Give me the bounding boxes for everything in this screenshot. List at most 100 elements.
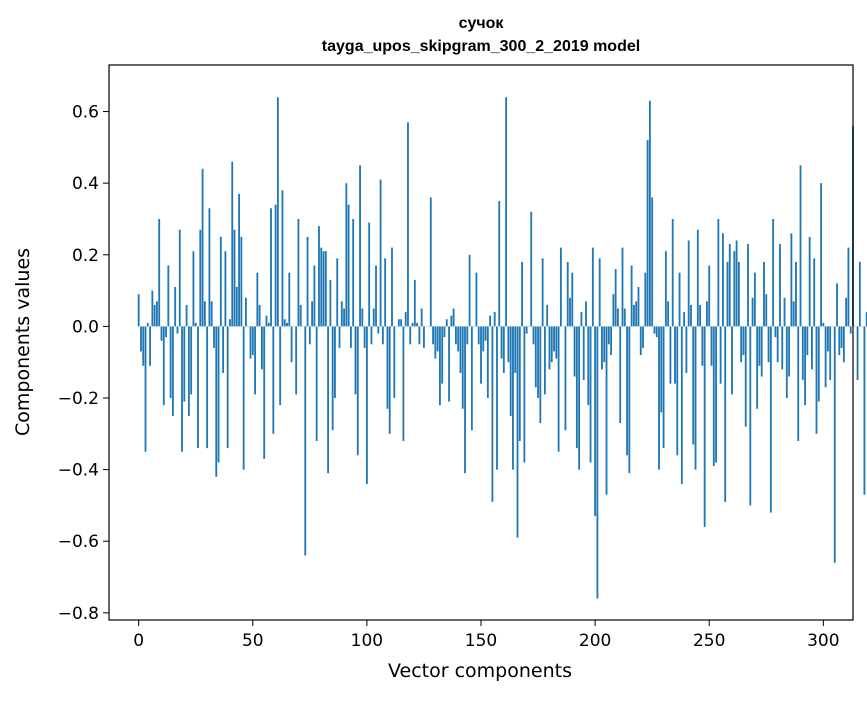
bar-285	[788, 326, 790, 376]
bar-47	[245, 298, 247, 327]
bar-93	[350, 326, 352, 347]
bar-234	[672, 219, 674, 326]
bar-4	[147, 323, 149, 327]
bar-89	[341, 301, 343, 326]
bar-275	[765, 294, 767, 326]
bar-268	[749, 326, 751, 505]
bar-29	[204, 301, 206, 326]
bar-291	[802, 326, 804, 380]
bar-101	[368, 223, 370, 327]
x-tick-label: 150	[465, 631, 497, 651]
x-tick-label: 250	[693, 631, 725, 651]
bar-284	[786, 326, 788, 398]
bar-290	[800, 165, 802, 326]
bar-11	[163, 326, 165, 405]
chart-subtitle: tayga_upos_skipgram_300_2_2019 model	[322, 38, 640, 55]
bar-185	[560, 248, 562, 327]
bar-303	[829, 326, 831, 380]
bar-240	[685, 326, 687, 373]
bar-110	[389, 326, 391, 433]
bar-96	[357, 326, 359, 455]
bar-204	[603, 326, 605, 362]
bar-121	[414, 280, 416, 327]
bar-146	[471, 326, 473, 430]
bar-223	[647, 140, 649, 326]
bar-207	[610, 326, 612, 355]
y-tick-label: −0.8	[58, 604, 99, 624]
bar-253	[715, 326, 717, 462]
bar-287	[793, 301, 795, 326]
bar-90	[343, 308, 345, 326]
bar-49	[250, 326, 252, 358]
bar-63	[282, 190, 284, 326]
bar-212	[622, 248, 624, 327]
y-tick-label: 0.6	[72, 103, 99, 123]
bar-94	[352, 219, 354, 326]
bar-235	[674, 326, 676, 383]
bar-191	[574, 326, 576, 376]
bar-124	[421, 308, 423, 326]
bar-187	[565, 326, 567, 430]
bar-41	[231, 162, 233, 327]
bar-134	[444, 326, 446, 337]
bar-102	[371, 326, 373, 344]
bar-21	[186, 305, 188, 326]
bar-120	[412, 323, 414, 327]
bar-263	[738, 262, 740, 326]
y-axis-label: Components values	[12, 248, 34, 436]
bar-0	[138, 294, 140, 326]
bar-315	[857, 326, 859, 380]
bar-193	[578, 326, 580, 469]
bar-269	[752, 298, 754, 327]
bar-170	[526, 326, 528, 333]
bar-100	[366, 326, 368, 484]
bar-40	[229, 319, 231, 326]
bar-45	[240, 237, 242, 327]
bar-267	[747, 244, 749, 326]
bar-160	[503, 326, 505, 373]
bar-165	[514, 326, 516, 373]
bar-145	[469, 255, 471, 327]
bar-139	[455, 326, 457, 344]
bar-154	[489, 316, 491, 327]
bar-123	[418, 326, 420, 344]
bar-233	[670, 326, 672, 383]
bar-312	[850, 326, 852, 333]
bar-175	[537, 326, 539, 398]
bar-300	[822, 323, 824, 327]
bar-122	[416, 323, 418, 327]
bar-107	[382, 326, 384, 344]
bar-206	[608, 326, 610, 344]
bar-81	[323, 251, 325, 326]
bar-246	[699, 305, 701, 326]
bar-95	[355, 326, 357, 394]
bar-306	[836, 283, 838, 326]
bar-112	[393, 326, 395, 398]
bar-161	[505, 97, 507, 326]
y-tick-label: −0.2	[58, 389, 99, 409]
bar-295	[811, 326, 813, 369]
bar-70	[298, 219, 300, 326]
bar-37	[222, 326, 224, 373]
bar-216	[631, 266, 633, 327]
bar-9	[158, 219, 160, 326]
bar-247	[701, 326, 703, 365]
bar-156	[494, 312, 496, 326]
bar-243	[692, 326, 694, 444]
x-tick-label: 200	[579, 631, 611, 651]
bar-260	[731, 326, 733, 394]
bar-52	[256, 273, 258, 327]
bar-256	[722, 233, 724, 326]
bar-296	[813, 258, 815, 326]
bar-157	[496, 326, 498, 469]
bar-205	[606, 326, 608, 494]
bar-211	[619, 326, 621, 423]
bar-208	[612, 294, 614, 326]
bar-62	[279, 326, 281, 405]
bar-200	[594, 326, 596, 516]
bar-190	[571, 273, 573, 327]
bar-66	[288, 273, 290, 327]
bar-31	[209, 208, 211, 326]
bar-75	[309, 326, 311, 344]
